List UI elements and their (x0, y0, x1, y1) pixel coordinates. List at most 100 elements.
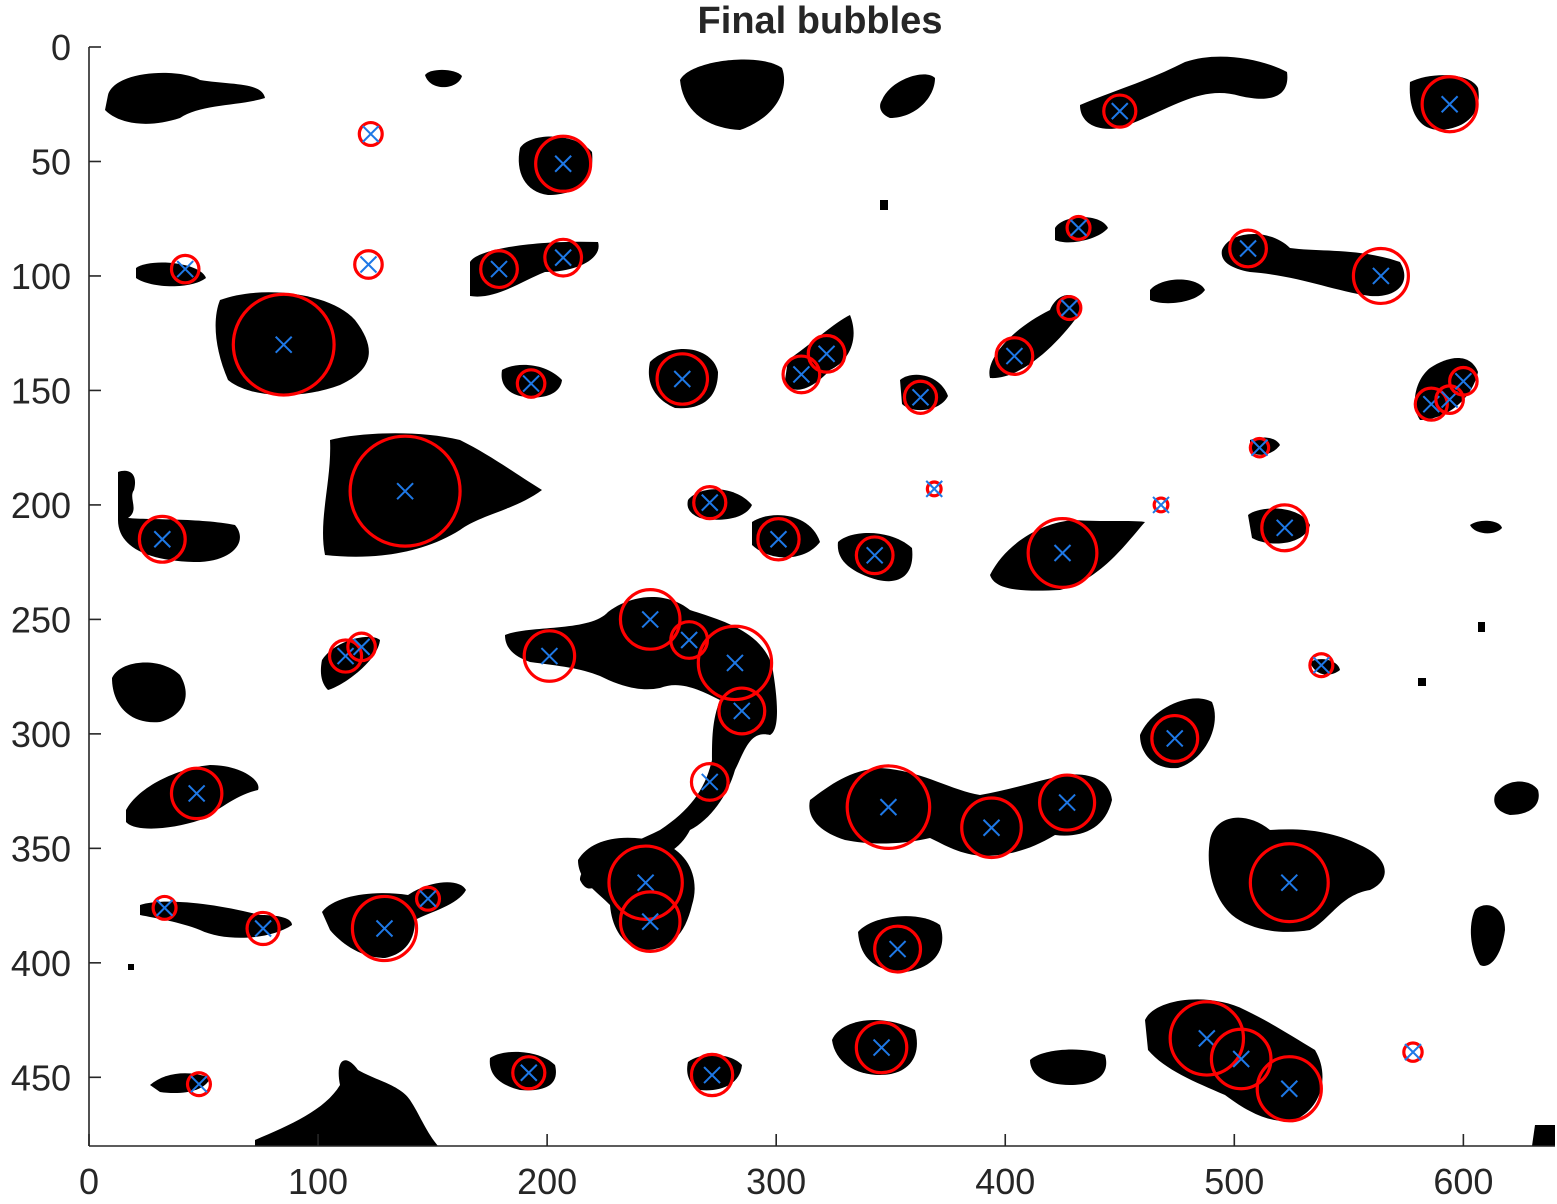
bubble-circle (1065, 214, 1092, 241)
bubble-circle (692, 484, 728, 521)
bubble-circle (479, 249, 519, 290)
y-tick-label: 200 (11, 485, 71, 526)
bubble-center-marker (1152, 496, 1170, 514)
bubble-circle (1402, 1041, 1424, 1063)
bubble (1168, 1000, 1246, 1077)
bubble-circle (231, 292, 336, 397)
bubble-center-marker (187, 784, 206, 803)
bubble-center-marker (362, 125, 380, 143)
bubble (231, 292, 336, 397)
x-tick-label: 0 (79, 1161, 99, 1202)
bubble (414, 885, 442, 912)
bubble-center-marker (1276, 519, 1294, 537)
blob (1470, 905, 1505, 966)
bubble-center-marker (1058, 793, 1076, 812)
blob (880, 200, 888, 210)
bubble-circle (1248, 436, 1271, 459)
bubble-circle (618, 890, 682, 953)
bubble-circle (522, 629, 577, 683)
bubble-circle (1248, 842, 1330, 924)
bubble-center-marker (1280, 873, 1298, 892)
blob (215, 292, 369, 396)
bubble-circle (357, 120, 384, 148)
bubble-center-marker (1005, 347, 1024, 365)
bubble (1413, 386, 1449, 422)
bubble-center-marker (490, 260, 508, 278)
bubble-center-marker (925, 480, 943, 498)
bubble-center-marker (1166, 729, 1184, 748)
bubble-center-marker (865, 546, 884, 564)
bubble-circle (925, 480, 943, 498)
bubble (1152, 496, 1170, 514)
bubble-circle (1413, 386, 1449, 422)
bubble (522, 629, 577, 683)
bubble-circle (994, 336, 1035, 377)
blob (425, 69, 462, 88)
bubble (960, 796, 1023, 860)
y-tick-label: 50 (31, 141, 71, 182)
bubble (1420, 75, 1479, 134)
bubble-circle (902, 379, 939, 415)
y-tick-label: 150 (11, 370, 71, 411)
bubble-center-marker (1440, 95, 1459, 113)
bubble (515, 368, 547, 399)
bubble-circle (756, 517, 801, 562)
bubble-circle (960, 796, 1023, 860)
bubble-circle (873, 924, 923, 974)
blob (1080, 56, 1288, 129)
bubble-center-marker (1198, 1029, 1216, 1048)
bubble (781, 354, 822, 395)
y-tick-label: 250 (11, 599, 71, 640)
bubble (689, 762, 730, 802)
blob (105, 72, 265, 124)
bubble (692, 484, 728, 521)
bubble-circle (689, 1052, 735, 1098)
bubble (1209, 1027, 1273, 1091)
blob (323, 433, 542, 557)
blob (832, 1019, 917, 1075)
blob (118, 470, 240, 562)
bubble-circle (1209, 1027, 1273, 1091)
bubble-circle (845, 764, 932, 850)
bubble (169, 766, 224, 821)
blob (1221, 233, 1405, 297)
bubble (151, 894, 178, 921)
blob (501, 364, 562, 398)
bubble-circle (618, 588, 682, 651)
plot-area (105, 56, 1555, 1146)
bubble-center-marker (554, 155, 572, 173)
bubble (1248, 436, 1271, 459)
blob (1478, 622, 1485, 632)
bubble-center-marker (352, 638, 371, 656)
bubble-circle (1260, 503, 1310, 553)
bubble-center-marker (872, 1038, 891, 1057)
bubble (1065, 214, 1092, 241)
bubble (618, 890, 682, 953)
bubble (1228, 228, 1268, 269)
bubble (1150, 713, 1200, 763)
bubble-center-marker (641, 912, 659, 931)
bubble-circle (655, 352, 710, 406)
bubble-center-marker (733, 702, 751, 720)
bubble (1448, 365, 1479, 397)
y-tick-label: 100 (11, 256, 71, 297)
blob (112, 662, 186, 723)
bubble-center-marker (254, 919, 272, 938)
bubble-center-marker (274, 335, 293, 354)
bubble (1402, 1041, 1424, 1063)
bubble-circle (151, 894, 178, 921)
bubble-center-marker (982, 819, 1001, 837)
bubble (994, 336, 1035, 377)
bubble-circle (414, 885, 442, 912)
y-tick-label: 300 (11, 714, 71, 755)
bubble (1056, 294, 1083, 322)
blob (1418, 678, 1426, 686)
blob (505, 597, 777, 889)
blob (1030, 1049, 1107, 1085)
bubble-center-marker (155, 899, 174, 917)
bubble-circle (543, 237, 584, 278)
bubble (479, 249, 519, 290)
bubble-center-marker (190, 1075, 208, 1093)
bubble (1255, 1055, 1323, 1123)
